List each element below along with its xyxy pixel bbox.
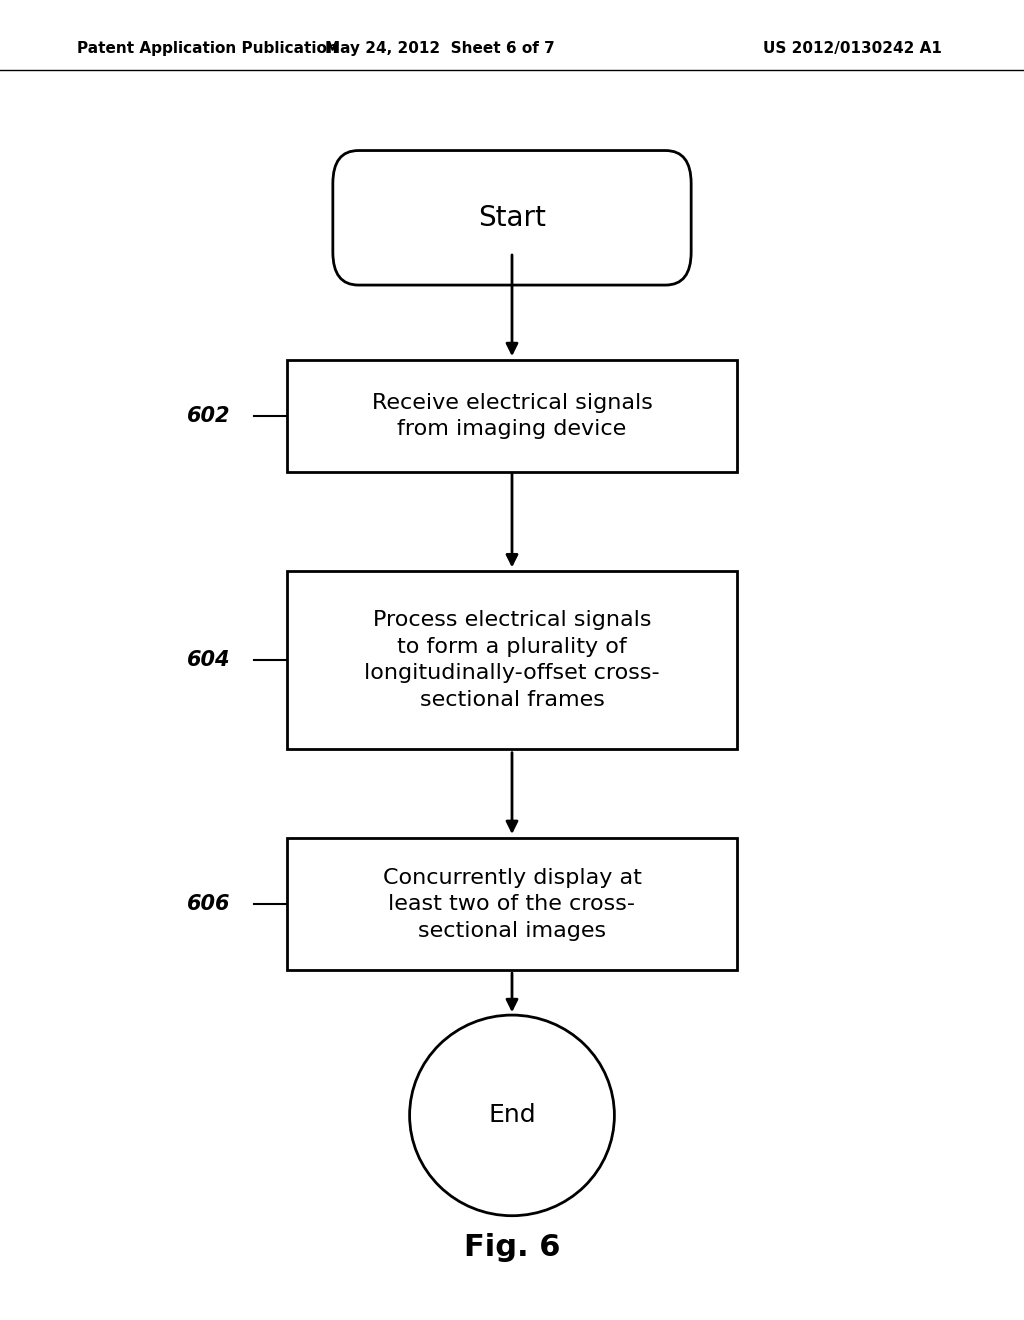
Text: 604: 604 <box>187 649 230 671</box>
Text: US 2012/0130242 A1: US 2012/0130242 A1 <box>763 41 942 57</box>
Text: May 24, 2012  Sheet 6 of 7: May 24, 2012 Sheet 6 of 7 <box>326 41 555 57</box>
Text: 606: 606 <box>187 894 230 915</box>
Text: Fig. 6: Fig. 6 <box>464 1233 560 1262</box>
Bar <box>287 838 737 970</box>
Text: Patent Application Publication: Patent Application Publication <box>77 41 338 57</box>
Bar <box>287 570 737 750</box>
Text: 602: 602 <box>187 405 230 426</box>
Text: Start: Start <box>478 203 546 232</box>
Text: End: End <box>488 1104 536 1127</box>
Text: Receive electrical signals
from imaging device: Receive electrical signals from imaging … <box>372 392 652 440</box>
Text: Process electrical signals
to form a plurality of
longitudinally-offset cross-
s: Process electrical signals to form a plu… <box>365 610 659 710</box>
Bar <box>287 359 737 471</box>
Ellipse shape <box>410 1015 614 1216</box>
FancyBboxPatch shape <box>333 150 691 285</box>
Text: Concurrently display at
least two of the cross-
sectional images: Concurrently display at least two of the… <box>383 867 641 941</box>
